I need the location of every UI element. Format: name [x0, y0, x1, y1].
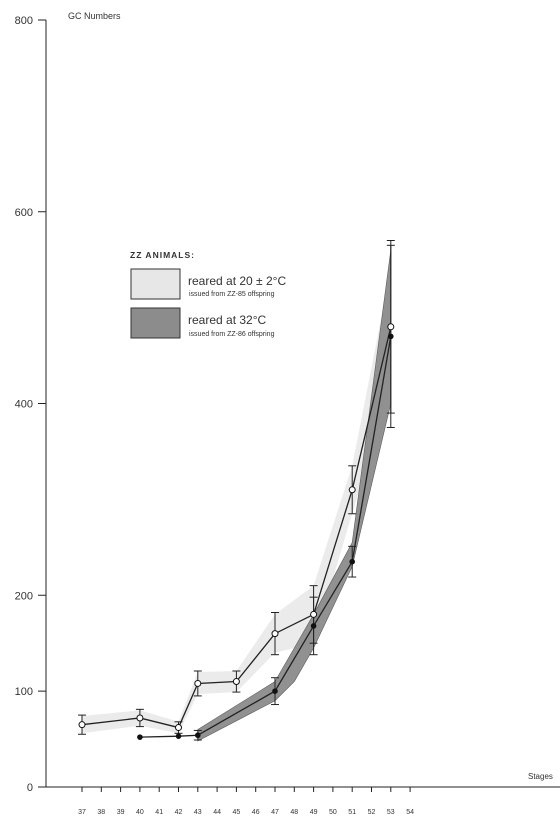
y-ticks: 0 100 200 400 600 800	[15, 15, 46, 794]
y-tick-label: 0	[27, 782, 33, 794]
x-tick-label: 43	[194, 809, 202, 816]
y-tick-label: 400	[15, 399, 33, 411]
x-tick-label: 41	[155, 809, 163, 816]
x-axis-label: Stages	[528, 772, 553, 781]
x-tick-label: 52	[368, 809, 376, 816]
data-point-32c	[272, 688, 278, 694]
x-tick-label: 38	[97, 809, 105, 816]
legend-sublabel-32c: issued from ZZ-86 offspring	[189, 331, 275, 338]
legend-label-20c: reared at 20 ± 2°C	[188, 274, 286, 288]
x-tick-label: 47	[271, 809, 279, 816]
y-tick-label: 100	[15, 686, 33, 698]
x-tick-label: 50	[329, 809, 337, 816]
data-point-32c	[195, 732, 201, 739]
data-point-20c	[348, 486, 356, 494]
x-tick-label: 45	[233, 809, 241, 816]
legend-label-32c: reared at 32°C	[188, 313, 267, 327]
data-point-20c	[175, 724, 182, 732]
x-ticks: 37 38 39 40 41 42 43 44 45 46 47 48 49 50 51 52 53 54	[78, 787, 414, 816]
data-points	[78, 323, 395, 740]
y-tick-label: 800	[15, 15, 33, 27]
legend-title: ZZ ANIMALS:	[130, 250, 195, 260]
axes	[45, 20, 560, 788]
legend-sublabel-20c: issued from ZZ-85 offspring	[189, 291, 275, 298]
x-tick-label: 48	[290, 809, 298, 816]
x-tick-label: 39	[117, 809, 125, 816]
x-tick-label: 40	[136, 809, 144, 816]
data-point-20c	[232, 678, 240, 686]
band-20c	[82, 269, 391, 734]
x-tick-label: 54	[406, 809, 414, 816]
data-point-20c	[78, 721, 86, 729]
data-point-20c	[271, 630, 279, 638]
data-point-20c	[136, 714, 144, 722]
x-tick-label: 46	[252, 809, 260, 816]
y-axis-label: GC Numbers	[68, 11, 121, 21]
data-point-32c	[137, 734, 143, 740]
data-point-20c	[387, 323, 395, 331]
x-tick-label: 51	[348, 809, 356, 816]
data-point-32c	[175, 733, 182, 739]
data-point-32c	[388, 333, 394, 340]
x-tick-label: 42	[175, 809, 183, 816]
data-point-20c	[310, 610, 318, 618]
y-tick-label: 200	[15, 590, 33, 602]
y-tick-label: 600	[15, 207, 33, 219]
legend-swatch-32c	[130, 307, 181, 339]
legend: ZZ ANIMALS: reared at 20 ± 2°C issued fr…	[130, 250, 286, 339]
legend-swatch-20c	[130, 268, 181, 300]
x-tick-label: 53	[387, 809, 395, 816]
x-tick-label: 37	[78, 809, 86, 816]
x-tick-label: 44	[213, 809, 221, 816]
data-point-32c	[310, 623, 317, 629]
data-point-32c	[349, 558, 356, 565]
data-point-20c	[194, 679, 202, 687]
x-tick-label: 49	[310, 809, 318, 816]
